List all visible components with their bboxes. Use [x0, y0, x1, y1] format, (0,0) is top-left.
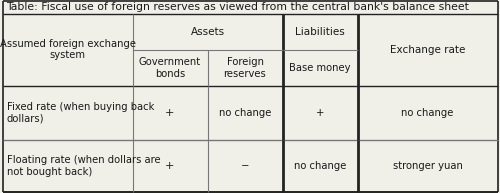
- Text: Assumed foreign exchange
system: Assumed foreign exchange system: [0, 39, 136, 60]
- Text: Foreign
reserves: Foreign reserves: [224, 57, 266, 79]
- Text: −: −: [241, 161, 249, 171]
- Text: Liabilities: Liabilities: [295, 27, 345, 37]
- Text: +: +: [166, 161, 174, 171]
- Text: Exchange rate: Exchange rate: [390, 45, 465, 55]
- Text: +: +: [316, 108, 324, 118]
- Text: Table: Fiscal use of foreign reserves as viewed from the central bank's balance : Table: Fiscal use of foreign reserves as…: [6, 2, 469, 12]
- Text: Government
bonds: Government bonds: [139, 57, 201, 79]
- Text: Base money: Base money: [289, 63, 350, 73]
- Text: Floating rate (when dollars are
not bought back): Floating rate (when dollars are not boug…: [6, 155, 160, 177]
- Text: no change: no change: [402, 108, 454, 118]
- Text: stronger yuan: stronger yuan: [392, 161, 462, 171]
- Text: no change: no change: [294, 161, 346, 171]
- Text: +: +: [166, 108, 174, 118]
- Text: no change: no change: [219, 108, 271, 118]
- Text: Fixed rate (when buying back
dollars): Fixed rate (when buying back dollars): [6, 102, 154, 124]
- Text: Assets: Assets: [190, 27, 224, 37]
